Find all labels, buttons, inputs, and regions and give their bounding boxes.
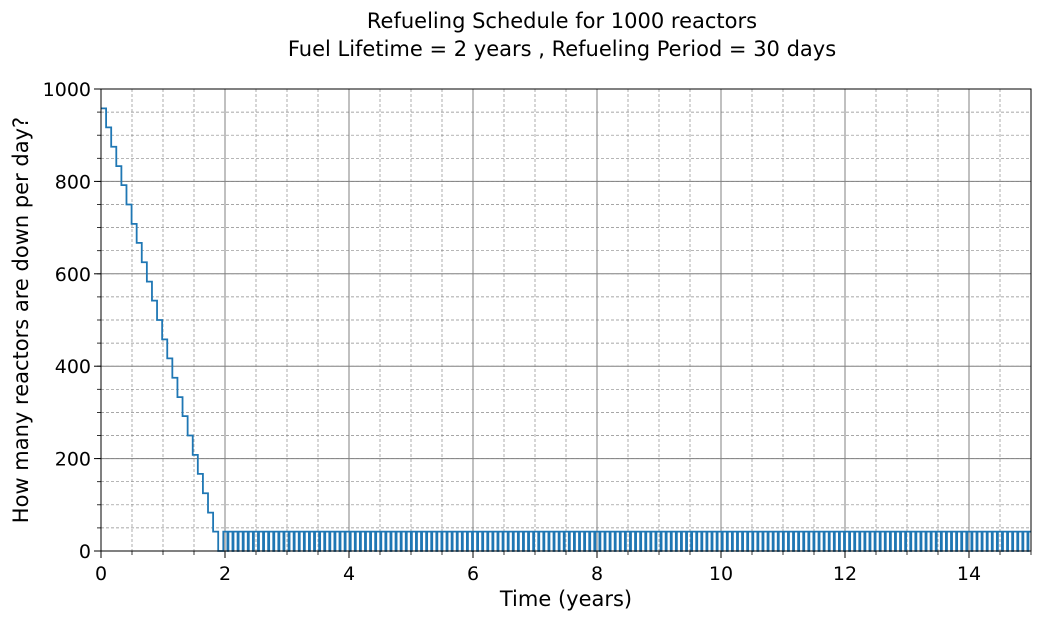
x-tick-label: 0 xyxy=(95,563,107,585)
x-tick-label: 12 xyxy=(833,563,857,585)
x-axis-title: Time (years) xyxy=(499,587,632,611)
y-tick-label: 400 xyxy=(55,356,91,378)
minor-gridlines xyxy=(100,88,1032,552)
x-tick-label: 8 xyxy=(591,563,603,585)
x-tick-label: 2 xyxy=(219,563,231,585)
series-layer xyxy=(101,107,1031,552)
y-axis-title: How many reactors are down per day? xyxy=(9,117,33,523)
y-tick-label: 600 xyxy=(55,264,91,286)
chart-title: Refueling Schedule for 1000 reactors xyxy=(367,9,757,33)
x-tick-label: 14 xyxy=(957,563,981,585)
tick-labels: 0 2 4 6 8 10 12 14 0 200 400 600 800 1000 xyxy=(43,79,981,585)
chart-subtitle: Fuel Lifetime = 2 years , Refueling Peri… xyxy=(288,37,836,61)
y-tick-label: 200 xyxy=(55,449,91,471)
y-tick-label: 0 xyxy=(79,541,91,563)
y-tick-label: 1000 xyxy=(43,79,91,101)
y-tick-label: 800 xyxy=(55,171,91,193)
x-tick-label: 6 xyxy=(467,563,479,585)
axis-ticks xyxy=(94,88,1032,558)
x-tick-label: 10 xyxy=(709,563,733,585)
x-tick-label: 4 xyxy=(343,563,355,585)
series-line xyxy=(101,107,1031,552)
